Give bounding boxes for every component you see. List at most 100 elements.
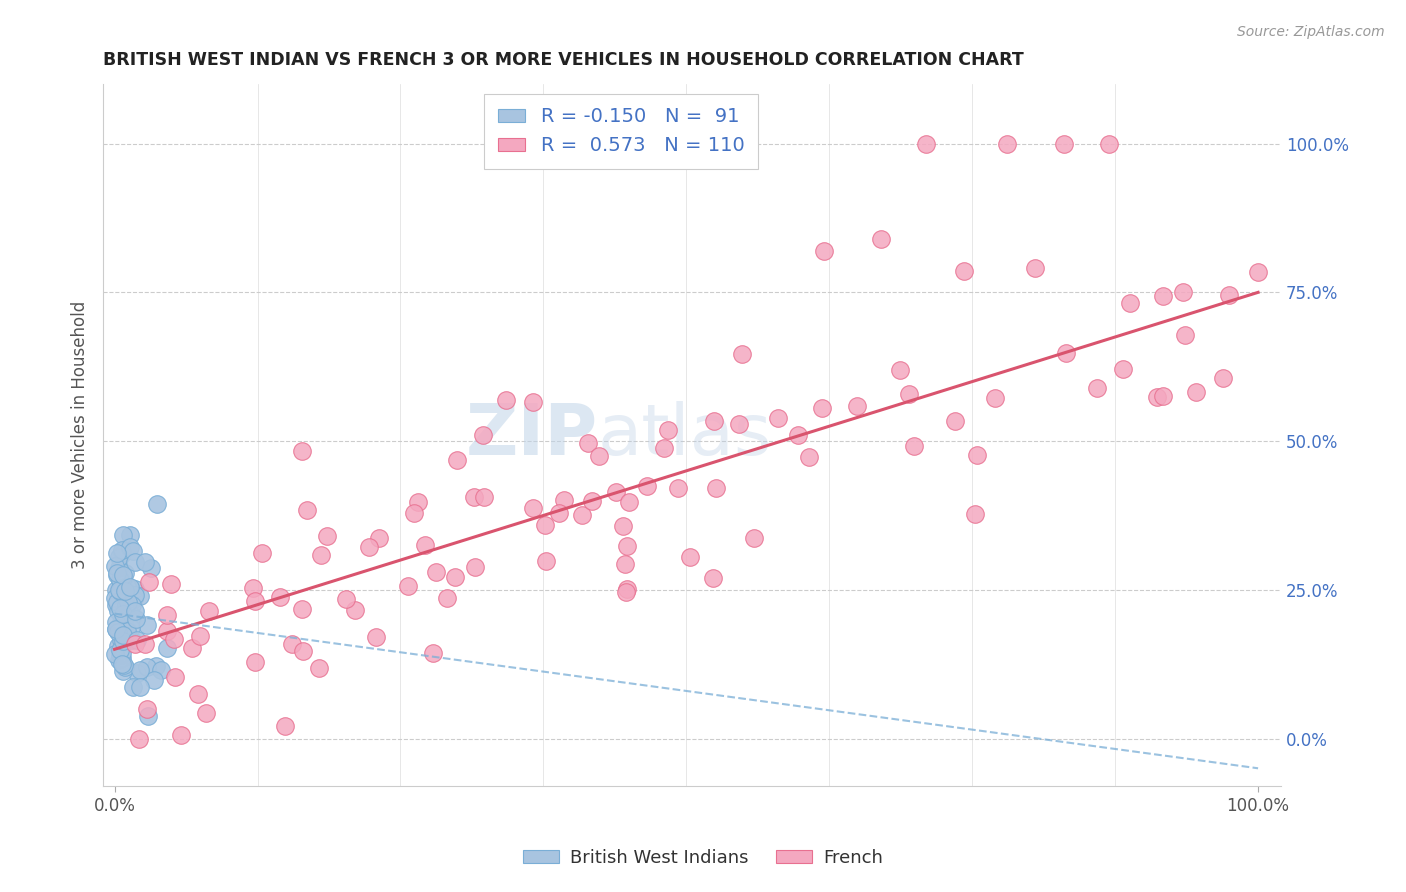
Legend: British West Indians, French: British West Indians, French: [516, 842, 890, 874]
Point: [616, 582, 638, 597]
Point: [125, 612, 148, 626]
Point: [617, 495, 640, 509]
Point: [636, 479, 658, 493]
Point: [678, 550, 700, 565]
Point: [128, 731, 150, 746]
Point: [898, 387, 921, 401]
Point: [1185, 384, 1208, 399]
Point: [1246, 265, 1268, 279]
Point: [114, 627, 136, 641]
Point: [136, 702, 159, 716]
Point: [115, 579, 138, 593]
Point: [120, 621, 142, 635]
Point: [112, 629, 135, 643]
Point: [105, 566, 128, 580]
Point: [463, 490, 485, 504]
Point: [966, 448, 988, 462]
Point: [112, 627, 135, 641]
Point: [121, 613, 143, 627]
Point: [1218, 287, 1240, 301]
Point: [111, 657, 134, 672]
Point: [274, 719, 297, 733]
Point: [703, 414, 725, 428]
Point: [965, 507, 987, 521]
Point: [114, 587, 136, 601]
Point: [165, 670, 187, 684]
Point: [110, 618, 132, 632]
Point: [943, 414, 966, 428]
Point: [108, 560, 131, 574]
Point: [111, 616, 134, 631]
Point: [141, 561, 163, 575]
Point: [522, 500, 544, 515]
Point: [118, 632, 141, 646]
Point: [553, 492, 575, 507]
Point: [366, 630, 388, 644]
Point: [107, 625, 129, 640]
Point: [112, 664, 135, 678]
Point: [104, 591, 127, 605]
Point: [309, 548, 332, 562]
Text: Source: ZipAtlas.com: Source: ZipAtlas.com: [1237, 25, 1385, 39]
Point: [657, 423, 679, 437]
Point: [110, 575, 132, 590]
Point: [108, 601, 131, 615]
Point: [291, 602, 314, 616]
Point: [124, 582, 146, 596]
Point: [111, 651, 134, 665]
Point: [163, 632, 186, 646]
Point: [156, 624, 179, 639]
Point: [1024, 261, 1046, 276]
Point: [242, 581, 264, 595]
Point: [118, 607, 141, 621]
Point: [367, 531, 389, 545]
Point: [114, 589, 136, 603]
Point: [666, 481, 689, 495]
Point: [146, 497, 169, 511]
Point: [111, 548, 134, 562]
Point: [121, 598, 143, 612]
Point: [581, 493, 603, 508]
Point: [889, 363, 911, 377]
Point: [110, 632, 132, 647]
Point: [117, 595, 139, 609]
Point: [110, 574, 132, 588]
Point: [112, 629, 135, 643]
Point: [149, 663, 172, 677]
Point: [291, 444, 314, 458]
Point: [107, 621, 129, 635]
Point: [105, 545, 128, 559]
Point: [522, 394, 544, 409]
Point: [983, 392, 1005, 406]
Point: [576, 436, 599, 450]
Point: [120, 528, 142, 542]
Point: [1098, 136, 1121, 151]
Point: [252, 546, 274, 560]
Point: [145, 659, 167, 673]
Point: [243, 594, 266, 608]
Point: [245, 655, 267, 669]
Point: [706, 481, 728, 495]
Point: [869, 232, 891, 246]
Point: [742, 531, 765, 545]
Point: [124, 604, 146, 618]
Point: [111, 528, 134, 542]
Point: [111, 567, 134, 582]
Point: [124, 636, 146, 650]
Point: [534, 554, 557, 568]
Point: [108, 653, 131, 667]
Point: [112, 628, 135, 642]
Point: [846, 400, 869, 414]
Point: [1146, 390, 1168, 404]
Text: BRITISH WEST INDIAN VS FRENCH 3 OR MORE VEHICLES IN HOUSEHOLD CORRELATION CHART: BRITISH WEST INDIAN VS FRENCH 3 OR MORE …: [103, 51, 1024, 69]
Point: [112, 633, 135, 648]
Point: [103, 647, 125, 661]
Point: [444, 569, 467, 583]
Point: [107, 640, 129, 654]
Text: ZIP: ZIP: [465, 401, 598, 469]
Point: [613, 557, 636, 571]
Point: [111, 543, 134, 558]
Point: [108, 648, 131, 662]
Point: [422, 647, 444, 661]
Point: [787, 428, 810, 442]
